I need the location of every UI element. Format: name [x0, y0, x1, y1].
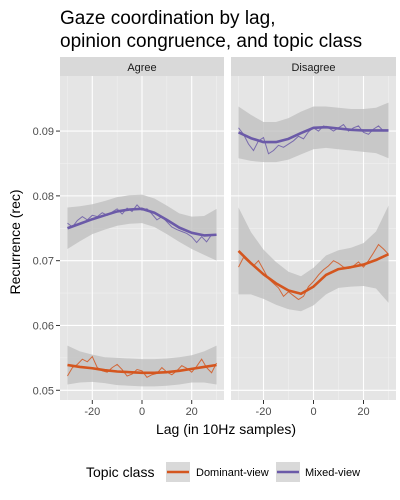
x-axis-title: Lag (in 10Hz samples) — [156, 421, 296, 437]
facet-strip-label: Disagree — [291, 62, 335, 74]
confidence-band-dominant-view — [67, 345, 217, 387]
smooth-line-dominant-view — [237, 250, 390, 296]
y-tick-label: 0.06 — [33, 320, 54, 332]
facet-panels: Agree Disagree — [60, 57, 396, 400]
raw-line-dominant-view — [238, 243, 389, 301]
facet-strip — [231, 57, 396, 76]
x-tick-label: 20 — [357, 406, 369, 418]
chart-title-line-2: opinion congruence, and topic class — [60, 31, 362, 52]
legend-title: Topic class — [86, 464, 154, 480]
panel-disagree: Disagree — [231, 57, 396, 400]
y-tick-label: 0.05 — [33, 385, 54, 397]
smooth-line-dominant-view — [67, 363, 217, 375]
raw-line-dominant-view — [67, 355, 217, 378]
x-tick-label: 0 — [139, 406, 145, 418]
legend-label-mixed-view: Mixed-view — [305, 467, 360, 479]
x-tick-label: 20 — [186, 406, 198, 418]
y-tick-label: 0.08 — [33, 191, 54, 203]
x-tick-label: -20 — [84, 406, 100, 418]
confidence-band-mixed-view — [67, 194, 217, 261]
panel-agree: Agree — [60, 57, 224, 400]
y-axis-title: Recurrence (rec) — [7, 189, 23, 294]
smooth-line-mixed-view — [237, 125, 389, 144]
axes: -20 0 20 -20 0 20 0.05 0.06 0.07 0.08 0.09 — [33, 126, 370, 418]
y-tick-label: 0.07 — [33, 256, 54, 268]
x-tick-label: -20 — [256, 406, 272, 418]
facet-strip-label: Agree — [127, 62, 156, 74]
x-tick-label: 0 — [310, 406, 316, 418]
legend-label-dominant-view: Dominant-view — [196, 467, 269, 479]
smooth-line-mixed-view — [67, 207, 217, 237]
chart-title-line-1: Gaze coordination by lag, — [60, 8, 275, 29]
legend: Topic class Dominant-view Mixed-view — [86, 462, 360, 482]
facet-strip — [60, 57, 224, 76]
y-tick-label: 0.09 — [33, 126, 54, 138]
